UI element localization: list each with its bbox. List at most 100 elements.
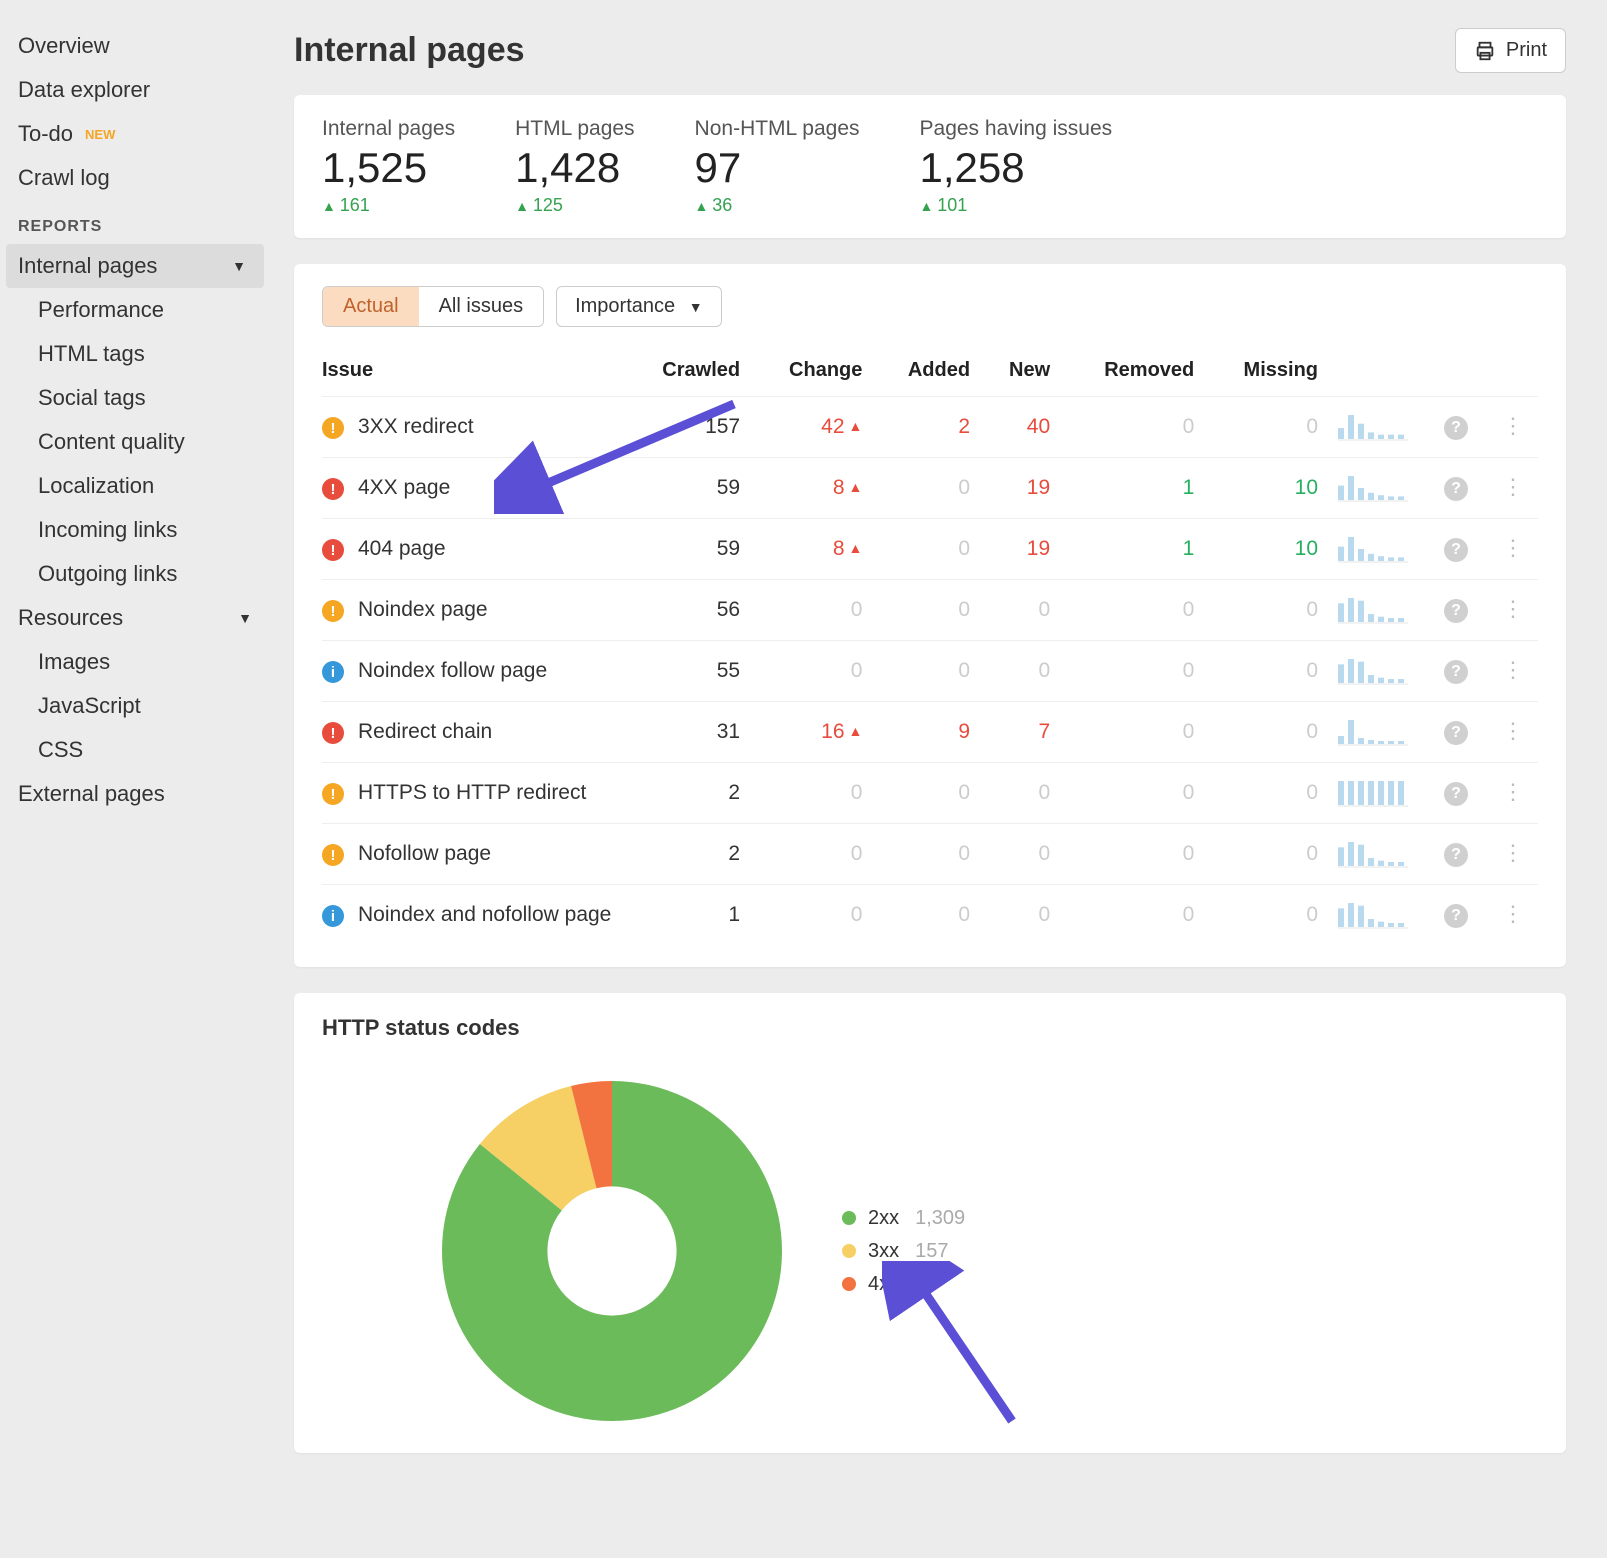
help-icon[interactable]: ? bbox=[1444, 904, 1468, 928]
table-row[interactable]: ! Nofollow page 2 0 0 0 0 0 ? ⋮ bbox=[322, 824, 1538, 885]
sidebar-item-resources[interactable]: Resources ▼ bbox=[0, 596, 270, 640]
col-change: Change bbox=[750, 345, 872, 397]
change-value: 0 bbox=[750, 641, 872, 702]
sidebar-item[interactable]: Performance bbox=[0, 288, 270, 332]
legend-swatch bbox=[842, 1244, 856, 1258]
missing-value: 0 bbox=[1204, 397, 1328, 458]
sidebar-item[interactable]: Images bbox=[0, 640, 270, 684]
new-value: 40 bbox=[980, 397, 1060, 458]
help-icon[interactable]: ? bbox=[1444, 843, 1468, 867]
table-row[interactable]: i Noindex and nofollow page 1 0 0 0 0 0 … bbox=[322, 885, 1538, 946]
chevron-down-icon: ▼ bbox=[232, 258, 246, 274]
kebab-icon[interactable]: ⋮ bbox=[1498, 779, 1528, 804]
legend-item[interactable]: 2xx 1,309 bbox=[842, 1207, 965, 1230]
page-title: Internal pages bbox=[294, 31, 525, 70]
missing-value: 0 bbox=[1204, 885, 1328, 946]
legend-value: 157 bbox=[915, 1240, 948, 1263]
legend-swatch bbox=[842, 1277, 856, 1291]
issues-table: Issue Crawled Change Added New Removed M… bbox=[322, 345, 1538, 945]
table-row[interactable]: ! 3XX redirect 157 42▲ 2 40 0 0 ? ⋮ bbox=[322, 397, 1538, 458]
stat-block: Non-HTML pages 97 36 bbox=[695, 117, 860, 216]
help-icon[interactable]: ? bbox=[1444, 660, 1468, 684]
missing-value: 10 bbox=[1204, 519, 1328, 580]
stat-label: Internal pages bbox=[322, 117, 455, 141]
added-value: 0 bbox=[872, 641, 980, 702]
help-icon[interactable]: ? bbox=[1444, 721, 1468, 745]
new-badge: NEW bbox=[85, 127, 115, 142]
removed-value: 0 bbox=[1060, 824, 1204, 885]
sidebar-item[interactable]: Social tags bbox=[0, 376, 270, 420]
issue-name: Redirect chain bbox=[358, 720, 492, 744]
stat-block: Internal pages 1,525 161 bbox=[322, 117, 455, 216]
kebab-icon[interactable]: ⋮ bbox=[1498, 474, 1528, 499]
error-icon: ! bbox=[322, 478, 344, 500]
kebab-icon[interactable]: ⋮ bbox=[1498, 657, 1528, 682]
change-value: 0 bbox=[750, 885, 872, 946]
missing-value: 10 bbox=[1204, 458, 1328, 519]
chart-legend: 2xx 1,309 3xx 157 4xx 59 bbox=[842, 1197, 965, 1306]
help-icon[interactable]: ? bbox=[1444, 538, 1468, 562]
sidebar-item-label: Resources bbox=[18, 605, 123, 631]
actual-tab[interactable]: Actual bbox=[323, 287, 419, 326]
stat-block: Pages having issues 1,258 101 bbox=[920, 117, 1113, 216]
stat-value: 1,525 bbox=[322, 145, 455, 191]
kebab-icon[interactable]: ⋮ bbox=[1498, 413, 1528, 438]
change-value: 42▲ bbox=[750, 397, 872, 458]
kebab-icon[interactable]: ⋮ bbox=[1498, 718, 1528, 743]
table-row[interactable]: ! Redirect chain 31 16▲ 9 7 0 0 ? ⋮ bbox=[322, 702, 1538, 763]
sidebar-item[interactable]: Outgoing links bbox=[0, 552, 270, 596]
added-value: 0 bbox=[872, 763, 980, 824]
removed-value: 0 bbox=[1060, 641, 1204, 702]
sparkline bbox=[1328, 763, 1418, 824]
sidebar-item[interactable]: CSS bbox=[0, 728, 270, 772]
warn-icon: ! bbox=[322, 600, 344, 622]
kebab-icon[interactable]: ⋮ bbox=[1498, 901, 1528, 926]
sidebar: OverviewData explorerTo-do NEWCrawl log … bbox=[0, 0, 270, 1558]
added-value: 0 bbox=[872, 824, 980, 885]
sidebar-item[interactable]: Data explorer bbox=[0, 68, 270, 112]
all-issues-tab[interactable]: All issues bbox=[419, 287, 543, 326]
help-icon[interactable]: ? bbox=[1444, 599, 1468, 623]
kebab-icon[interactable]: ⋮ bbox=[1498, 840, 1528, 865]
issue-name: Noindex follow page bbox=[358, 659, 547, 683]
col-missing: Missing bbox=[1204, 345, 1328, 397]
added-value: 9 bbox=[872, 702, 980, 763]
change-value: 8▲ bbox=[750, 458, 872, 519]
table-row[interactable]: ! 4XX page 59 8▲ 0 19 1 10 ? ⋮ bbox=[322, 458, 1538, 519]
legend-item[interactable]: 4xx 59 bbox=[842, 1273, 965, 1296]
table-row[interactable]: ! Noindex page 56 0 0 0 0 0 ? ⋮ bbox=[322, 580, 1538, 641]
sidebar-item-internal-pages[interactable]: Internal pages ▼ bbox=[6, 244, 264, 288]
new-value: 7 bbox=[980, 702, 1060, 763]
issue-name: 404 page bbox=[358, 537, 446, 561]
sidebar-item[interactable]: Crawl log bbox=[0, 156, 270, 200]
reports-section-label: REPORTS bbox=[0, 200, 270, 244]
sidebar-item-external-pages[interactable]: External pages bbox=[0, 772, 270, 816]
error-icon: ! bbox=[322, 722, 344, 744]
help-icon[interactable]: ? bbox=[1444, 477, 1468, 501]
help-icon[interactable]: ? bbox=[1444, 416, 1468, 440]
sidebar-item[interactable]: Localization bbox=[0, 464, 270, 508]
crawled-value: 157 bbox=[622, 397, 750, 458]
sidebar-item[interactable]: To-do NEW bbox=[0, 112, 270, 156]
sidebar-item[interactable]: HTML tags bbox=[0, 332, 270, 376]
missing-value: 0 bbox=[1204, 763, 1328, 824]
table-row[interactable]: i Noindex follow page 55 0 0 0 0 0 ? ⋮ bbox=[322, 641, 1538, 702]
crawled-value: 55 bbox=[622, 641, 750, 702]
legend-swatch bbox=[842, 1211, 856, 1225]
sidebar-item[interactable]: Content quality bbox=[0, 420, 270, 464]
kebab-icon[interactable]: ⋮ bbox=[1498, 596, 1528, 621]
new-value: 0 bbox=[980, 824, 1060, 885]
sparkline bbox=[1328, 397, 1418, 458]
sidebar-item[interactable]: Incoming links bbox=[0, 508, 270, 552]
kebab-icon[interactable]: ⋮ bbox=[1498, 535, 1528, 560]
added-value: 0 bbox=[872, 458, 980, 519]
table-row[interactable]: ! 404 page 59 8▲ 0 19 1 10 ? ⋮ bbox=[322, 519, 1538, 580]
print-button[interactable]: Print bbox=[1455, 28, 1566, 73]
help-icon[interactable]: ? bbox=[1444, 782, 1468, 806]
legend-item[interactable]: 3xx 157 bbox=[842, 1240, 965, 1263]
table-row[interactable]: ! HTTPS to HTTP redirect 2 0 0 0 0 0 ? ⋮ bbox=[322, 763, 1538, 824]
sidebar-item[interactable]: Overview bbox=[0, 24, 270, 68]
sidebar-item[interactable]: JavaScript bbox=[0, 684, 270, 728]
importance-dropdown[interactable]: Importance ▼ bbox=[556, 286, 721, 327]
stat-label: Pages having issues bbox=[920, 117, 1113, 141]
